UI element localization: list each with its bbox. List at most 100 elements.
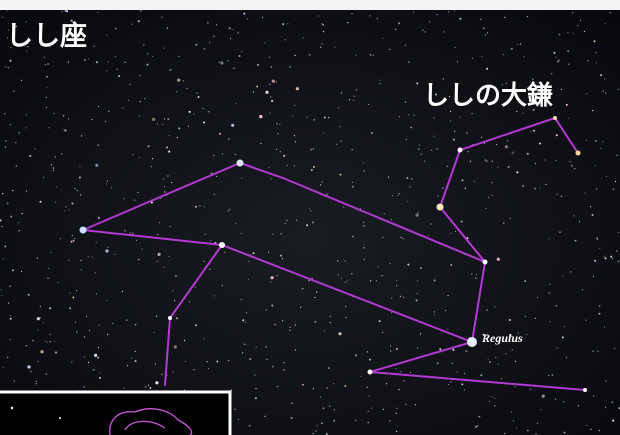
faint-star — [495, 357, 496, 358]
faint-star — [489, 401, 490, 402]
faint-star — [138, 259, 139, 260]
faint-star — [76, 290, 77, 291]
faint-star — [447, 329, 448, 330]
faint-star — [45, 341, 46, 342]
faint-star — [573, 33, 574, 34]
faint-star — [5, 147, 6, 148]
faint-star — [105, 121, 106, 122]
faint-star — [315, 430, 316, 431]
faint-star — [367, 351, 368, 352]
faint-star — [434, 136, 435, 137]
faint-star — [22, 213, 23, 214]
faint-star — [7, 357, 8, 358]
faint-star — [456, 371, 457, 372]
star — [458, 148, 463, 153]
faint-star — [322, 24, 324, 26]
faint-star — [416, 299, 418, 301]
faint-star — [98, 106, 99, 107]
faint-star — [302, 288, 304, 290]
faint-star — [235, 223, 236, 224]
faint-star — [70, 292, 71, 293]
faint-star — [115, 56, 116, 57]
faint-star — [46, 373, 47, 374]
faint-star — [549, 321, 550, 322]
faint-star — [417, 293, 418, 294]
faint-star — [124, 230, 126, 232]
faint-star — [346, 317, 347, 318]
faint-star — [593, 396, 594, 397]
faint-star — [445, 310, 446, 311]
faint-star — [610, 12, 611, 13]
faint-star — [421, 154, 422, 155]
faint-star — [324, 330, 325, 331]
faint-star — [516, 427, 517, 428]
faint-star — [322, 181, 323, 182]
faint-star — [410, 186, 411, 187]
faint-star — [40, 306, 41, 307]
faint-star — [364, 170, 365, 171]
faint-star — [514, 386, 515, 387]
faint-star — [548, 238, 549, 239]
faint-star — [457, 61, 458, 62]
faint-star — [151, 166, 152, 167]
faint-star — [214, 194, 215, 195]
faint-star — [418, 212, 419, 213]
faint-star — [386, 383, 387, 384]
faint-star — [130, 232, 131, 233]
faint-star — [231, 124, 234, 127]
faint-star — [84, 59, 86, 61]
faint-star — [277, 275, 278, 276]
faint-star — [392, 195, 393, 196]
faint-star — [155, 381, 158, 384]
faint-star — [399, 116, 400, 117]
faint-star — [169, 135, 170, 136]
faint-star — [355, 55, 356, 56]
faint-star — [94, 354, 97, 357]
faint-star — [107, 334, 108, 335]
faint-star — [363, 162, 364, 163]
faint-star — [245, 322, 246, 323]
faint-star — [84, 387, 85, 388]
faint-star — [323, 132, 324, 133]
faint-star — [235, 154, 236, 155]
faint-star — [158, 253, 161, 256]
faint-star — [62, 11, 63, 12]
faint-star — [513, 420, 514, 421]
faint-star — [555, 57, 556, 58]
faint-star — [86, 316, 87, 317]
faint-star — [162, 124, 163, 125]
faint-star — [416, 82, 418, 84]
faint-star — [459, 117, 460, 118]
faint-star — [69, 307, 71, 309]
faint-star — [76, 332, 77, 333]
faint-star — [93, 46, 94, 47]
faint-star — [364, 259, 365, 260]
inset-star — [59, 417, 61, 419]
faint-star — [118, 75, 120, 77]
star — [437, 204, 444, 211]
faint-star — [431, 150, 432, 151]
faint-star — [570, 271, 571, 272]
faint-star — [271, 100, 273, 102]
faint-star — [144, 98, 145, 99]
faint-star — [270, 96, 271, 97]
faint-star — [480, 19, 481, 20]
faint-star — [420, 267, 422, 269]
faint-star — [523, 56, 524, 57]
faint-star — [50, 334, 51, 335]
faint-star — [169, 256, 170, 257]
faint-star — [10, 318, 12, 320]
faint-star — [43, 322, 44, 323]
faint-star — [606, 381, 607, 382]
faint-star — [1, 226, 2, 227]
faint-star — [249, 426, 250, 427]
faint-star — [492, 195, 493, 196]
faint-star — [383, 409, 384, 410]
faint-star — [354, 96, 355, 97]
faint-star — [504, 17, 505, 18]
faint-star — [333, 383, 334, 384]
faint-star — [185, 361, 186, 362]
faint-star — [204, 206, 205, 207]
faint-star — [413, 12, 414, 13]
faint-star — [272, 80, 275, 83]
